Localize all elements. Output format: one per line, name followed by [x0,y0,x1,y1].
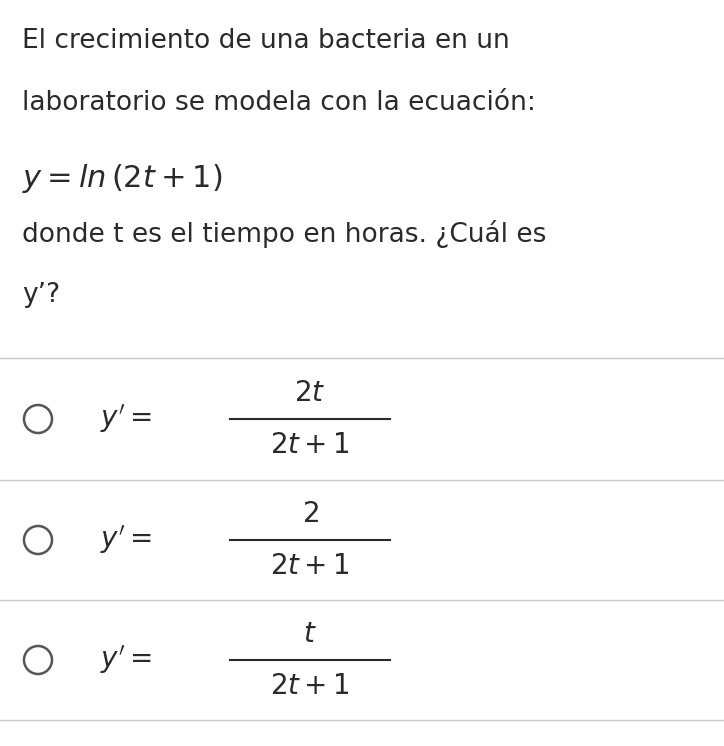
Text: $y' =$: $y' =$ [100,524,152,557]
Text: $y = \mathit{ln}\,(2t + 1)$: $y = \mathit{ln}\,(2t + 1)$ [22,162,222,195]
Text: $t$: $t$ [303,620,317,648]
Text: $2t + 1$: $2t + 1$ [270,552,350,580]
Text: $2t + 1$: $2t + 1$ [270,672,350,700]
Text: laboratorio se modela con la ecuación:: laboratorio se modela con la ecuación: [22,90,536,116]
Text: El crecimiento de una bacteria en un: El crecimiento de una bacteria en un [22,28,510,54]
Text: $y' =$: $y' =$ [100,403,152,436]
Text: $2$: $2$ [302,500,319,528]
Text: $2t$: $2t$ [294,379,326,407]
Text: y’?: y’? [22,282,60,308]
Text: $2t + 1$: $2t + 1$ [270,431,350,459]
Text: donde t es el tiempo en horas. ¿Cuál es: donde t es el tiempo en horas. ¿Cuál es [22,220,547,248]
Text: $y' =$: $y' =$ [100,644,152,677]
